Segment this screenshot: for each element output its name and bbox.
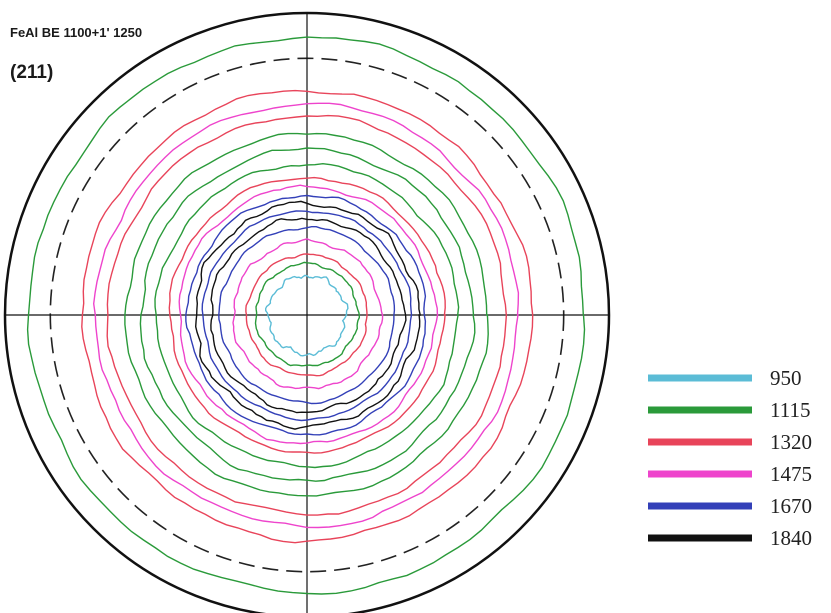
plane-label: (211) [10,62,53,83]
contour-1115-17 [26,36,586,595]
contour-1115-11 [154,162,460,469]
contour-1320-2 [245,253,368,377]
plot-area [3,11,611,613]
legend-label-1670: 1670 [770,494,812,518]
legend-label-950: 950 [770,366,802,390]
contour-1115-13 [124,132,489,497]
chart-title: FeAl BE 1100+1' 1250 [10,25,142,40]
contour-1320-10 [168,176,446,454]
legend-label-1475: 1475 [770,462,812,486]
legend-label-1115: 1115 [770,398,810,422]
contour-950-0 [265,274,349,357]
contour-1840-7 [194,200,422,430]
contour-lines [26,36,586,595]
legend-label-1840: 1840 [770,526,812,550]
contour-1670-6 [201,210,413,422]
contour-1670-8 [185,194,427,436]
contour-1475-15 [92,102,520,529]
legend: 950 1115 1320 1475 1670 1840 [648,366,812,550]
contour-1320-16 [81,89,534,544]
contour-1670-4 [218,226,396,405]
contour-1115-12 [139,147,476,482]
contour-1115-1 [254,261,360,367]
legend-label-1320: 1320 [770,430,812,454]
contour-1320-14 [106,114,508,516]
contour-1475-3 [232,238,384,390]
contour-1840-5 [210,217,407,414]
contour-1475-9 [178,184,439,445]
